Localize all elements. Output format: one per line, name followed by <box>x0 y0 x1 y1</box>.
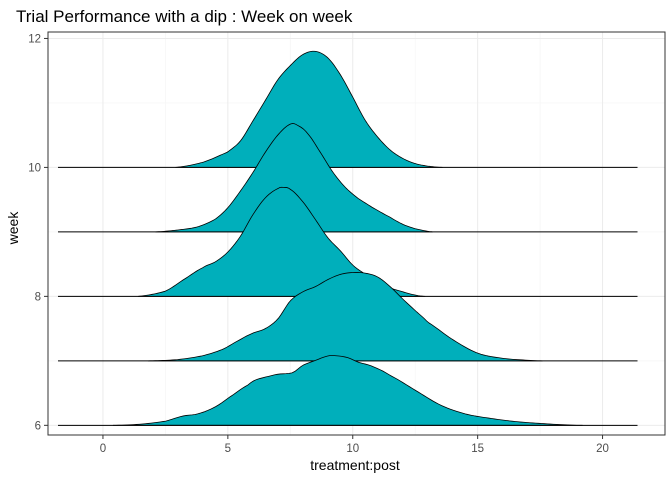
ridge-week-9 <box>57 123 638 233</box>
x-axis-label: treatment:post <box>310 457 400 473</box>
x-tick-label: 0 <box>100 443 106 455</box>
density-area <box>155 123 433 233</box>
chart-title: Trial Performance with a dip : Week on w… <box>16 7 353 26</box>
ridges <box>57 50 638 426</box>
panel-border <box>47 31 666 436</box>
ridge-week-6 <box>57 355 638 426</box>
density-area <box>112 355 583 426</box>
y-tick-label: 10 <box>28 162 41 174</box>
y-tick-label: 6 <box>35 420 41 432</box>
y-tick-label: 12 <box>28 33 41 45</box>
x-tick-label: 20 <box>596 443 609 455</box>
x-tick-label: 15 <box>471 443 484 455</box>
y-axis-label: week <box>5 211 21 246</box>
x-tick-label: 10 <box>346 443 359 455</box>
ridge-week-10 <box>57 50 638 168</box>
y-axis: 6 8 10 12 <box>28 33 48 432</box>
y-tick-label: 8 <box>35 291 41 303</box>
x-tick-label: 5 <box>225 443 231 455</box>
x-axis: 0 5 10 15 20 <box>100 435 609 455</box>
density-area <box>147 272 543 362</box>
density-area <box>175 50 443 168</box>
